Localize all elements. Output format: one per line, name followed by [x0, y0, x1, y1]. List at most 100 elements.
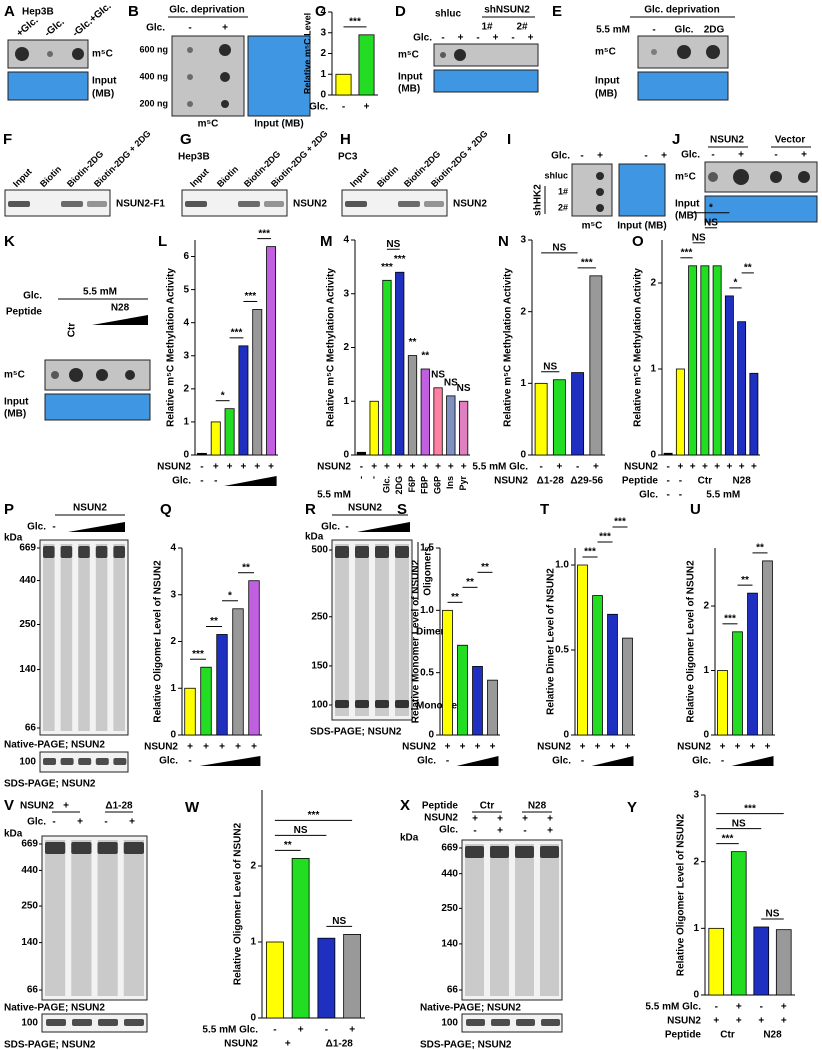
row-item: - — [356, 476, 366, 479]
band — [87, 201, 107, 207]
blot — [433, 43, 539, 67]
significance: * — [734, 278, 738, 289]
row-item: + — [593, 462, 599, 473]
significance: NS — [386, 239, 400, 250]
label: 200 ng — [139, 98, 168, 108]
significance: * — [221, 390, 225, 401]
bar — [369, 400, 379, 456]
gel-lane — [375, 544, 389, 716]
band — [95, 758, 109, 765]
panel-letter: E — [552, 3, 562, 20]
row-item: + — [235, 742, 241, 753]
dot-spot — [733, 169, 749, 185]
wedge — [68, 522, 125, 532]
panel-letter: I — [507, 131, 511, 148]
row-item: - — [446, 756, 449, 767]
label: kDa — [400, 833, 419, 844]
row-group: Δ1-28 — [326, 1039, 354, 1050]
y-axis-label: Relative Oligomer Level of NSUN2 — [233, 822, 244, 985]
y-tick-label: 0 — [183, 450, 189, 461]
row-item: + — [448, 462, 454, 473]
bar — [343, 934, 362, 1019]
label: Input (MB) — [254, 119, 303, 130]
band — [43, 758, 56, 765]
dot-spot — [677, 45, 691, 59]
band — [60, 758, 74, 765]
band — [123, 842, 144, 854]
row-group: Δ1-28 — [537, 476, 565, 487]
label: N28 — [111, 303, 130, 314]
band — [95, 546, 108, 558]
label: + — [493, 33, 499, 44]
bar — [753, 926, 770, 996]
label: (MB) — [92, 89, 114, 100]
y-tick-label: 0 — [563, 730, 569, 741]
wedge — [357, 522, 410, 532]
marker-label: 66 — [27, 985, 39, 996]
label: Glc. — [27, 817, 46, 828]
dot-spot — [187, 101, 193, 107]
band — [113, 758, 127, 765]
label: m⁵C — [595, 47, 616, 58]
bar — [732, 631, 743, 736]
row-item: + — [714, 462, 720, 473]
label: + — [77, 817, 83, 828]
label: NSUN2 — [710, 135, 744, 146]
y-tick-label: 1 — [250, 937, 256, 948]
wedge — [456, 756, 499, 766]
row-item: + — [435, 462, 441, 473]
significance: ** — [451, 592, 459, 603]
label: Input — [595, 76, 620, 87]
marker-label: 250 — [311, 611, 328, 622]
dot-spot — [651, 49, 657, 55]
label: 600 ng — [139, 44, 168, 54]
bar — [700, 265, 710, 456]
row-item: + — [475, 742, 481, 753]
label: Biotin — [38, 164, 63, 189]
row-item: Glc. — [381, 476, 391, 493]
label: Input — [11, 166, 34, 189]
label: + — [458, 33, 464, 44]
label: -Glc.+Glc. — [71, 1, 114, 40]
significance: *** — [744, 803, 756, 814]
row-label: NSUN2 — [402, 742, 436, 753]
wedge — [224, 476, 277, 486]
label: N28 — [528, 801, 547, 812]
dot-spot — [220, 72, 230, 82]
label: Glc. — [439, 825, 458, 836]
significance: *** — [614, 517, 626, 528]
label: 400 ng — [139, 71, 168, 81]
label: Dimer — [416, 627, 444, 638]
row-item: + — [556, 462, 562, 473]
significance: NS — [692, 232, 706, 243]
band — [541, 1019, 560, 1026]
gel-lane — [515, 844, 534, 996]
row-label: 5.5 mM Glc. — [472, 462, 528, 473]
y-tick-label: 4 — [170, 543, 176, 554]
label: + — [497, 814, 503, 825]
gel-lane — [95, 544, 108, 731]
row-item: - — [188, 756, 191, 767]
row-item: + — [758, 1016, 764, 1027]
label: 2DG — [704, 25, 725, 36]
label: NSUN2 — [348, 503, 382, 514]
y-tick-label: 3 — [183, 350, 189, 361]
significance: *** — [349, 16, 361, 27]
panel-letter: N — [498, 233, 509, 250]
gel-lane — [43, 544, 55, 731]
row-item: G6P — [432, 476, 442, 494]
row-item: + — [349, 1025, 355, 1036]
panel-letter: Y — [627, 799, 637, 816]
y-tick-label: 1 — [320, 69, 326, 80]
label: Native-PAGE; NSUN2 — [4, 740, 105, 751]
bar — [708, 927, 725, 996]
panel-letter: C — [315, 3, 326, 20]
band — [71, 842, 92, 854]
panel-letter: O — [632, 233, 644, 250]
label: - — [774, 150, 777, 161]
row-label: Glc. — [417, 756, 436, 767]
row-group: 5.5 mM — [706, 490, 740, 501]
bar — [688, 265, 698, 456]
label: - — [104, 817, 107, 828]
bar — [395, 271, 405, 456]
